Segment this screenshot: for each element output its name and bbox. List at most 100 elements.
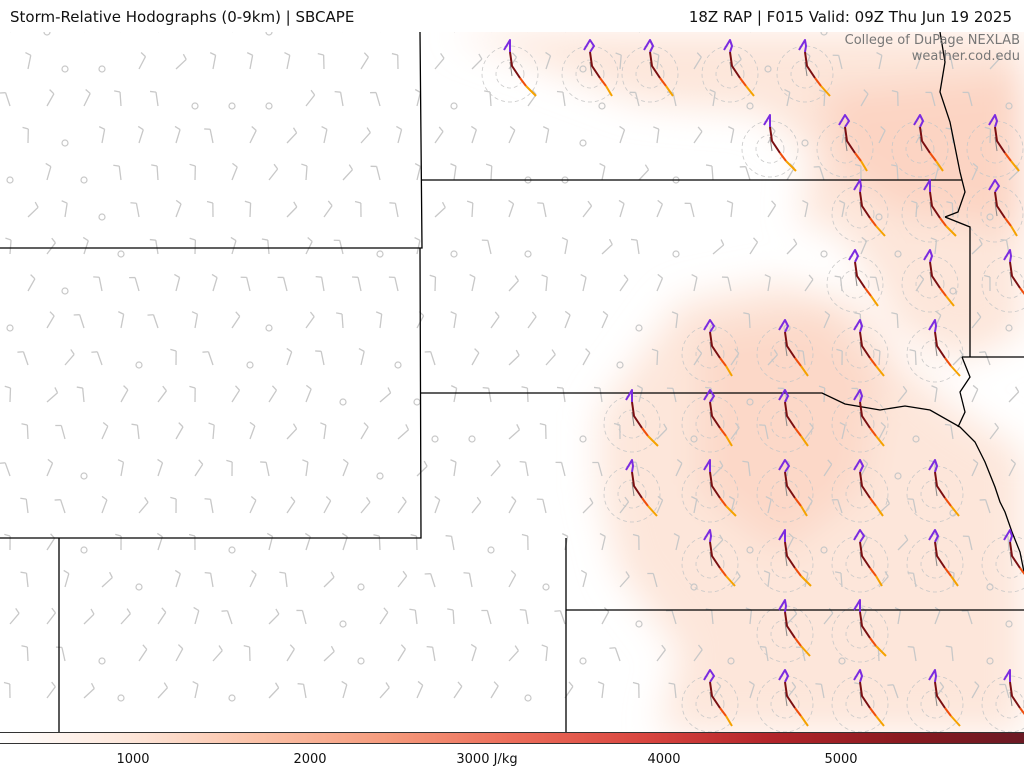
hodograph-trace bbox=[778, 599, 787, 613]
wind-barb bbox=[745, 166, 751, 181]
wind-barb bbox=[971, 463, 979, 477]
calm-wind-marker bbox=[894, 472, 902, 480]
wind-barb-flag bbox=[593, 386, 601, 389]
storm-motion-vector bbox=[729, 61, 733, 77]
hodograph-trace bbox=[944, 567, 952, 577]
wind-barb-flag bbox=[587, 200, 593, 207]
wind-barb-flag bbox=[206, 200, 213, 204]
hodograph-trace bbox=[631, 401, 643, 429]
wind-barb bbox=[25, 573, 29, 588]
wind-barb-flag bbox=[126, 608, 131, 614]
wind-barb-flag bbox=[661, 644, 666, 651]
wind-barb-flag bbox=[342, 458, 349, 464]
wind-barb-flag bbox=[824, 310, 831, 316]
wind-barb bbox=[379, 314, 383, 329]
wind-barb bbox=[249, 425, 256, 440]
wind-barb bbox=[120, 462, 125, 477]
wind-barb bbox=[434, 131, 444, 144]
hodograph-trace bbox=[709, 541, 721, 569]
wind-barb bbox=[46, 537, 56, 551]
storm-motion-vector bbox=[859, 551, 863, 567]
wind-barb-flag bbox=[771, 200, 777, 206]
wind-barb-flag bbox=[70, 349, 75, 355]
wind-barb-flag bbox=[49, 89, 55, 95]
wind-barb bbox=[804, 500, 813, 514]
wind-barb-flag bbox=[3, 681, 10, 685]
calm-wind-marker bbox=[135, 583, 143, 591]
hodograph-ring bbox=[770, 479, 800, 509]
wind-barb bbox=[971, 388, 979, 403]
wind-barb-flag bbox=[886, 498, 891, 504]
wind-barb-flag bbox=[743, 312, 750, 315]
wind-barb bbox=[490, 465, 501, 477]
hodograph-trace bbox=[709, 681, 721, 709]
wind-barb bbox=[231, 166, 238, 181]
hodograph-trace bbox=[859, 471, 871, 499]
wind-barb bbox=[804, 203, 809, 218]
wind-barb-flag bbox=[514, 645, 519, 651]
wind-barb bbox=[971, 685, 980, 699]
hodograph-ring bbox=[906, 535, 964, 593]
wind-barb bbox=[286, 132, 298, 144]
wind-barb bbox=[175, 573, 181, 588]
wind-barb bbox=[268, 613, 280, 625]
wind-barb-flag bbox=[469, 273, 476, 278]
wind-barb bbox=[934, 166, 940, 181]
wind-barb bbox=[265, 462, 270, 477]
wind-barb bbox=[545, 647, 548, 662]
wind-barb bbox=[693, 649, 703, 662]
wind-barb-flag bbox=[417, 680, 424, 686]
wind-barb bbox=[564, 240, 569, 255]
hodograph-trace bbox=[631, 471, 643, 499]
hodograph-ring bbox=[831, 465, 889, 523]
calm-wind-marker bbox=[98, 657, 106, 665]
wind-barb-flag bbox=[597, 681, 604, 685]
wind-barb-flag bbox=[30, 274, 36, 280]
hodograph-trace bbox=[869, 217, 877, 227]
hodograph-trace bbox=[1009, 541, 1021, 569]
wind-barb-flag bbox=[450, 163, 457, 167]
wind-barb bbox=[582, 277, 587, 292]
wind-barb-flag bbox=[310, 89, 316, 96]
wind-barb-flag bbox=[734, 422, 740, 429]
wind-barb bbox=[360, 351, 365, 366]
hodograph-trace bbox=[945, 225, 957, 237]
wind-barb bbox=[582, 205, 593, 218]
hodograph-trace bbox=[875, 575, 883, 587]
wind-barb bbox=[431, 647, 436, 662]
hodograph-trace bbox=[778, 669, 789, 683]
hodograph-ring bbox=[981, 535, 1024, 593]
calm-wind-marker bbox=[579, 139, 587, 147]
wind-barb-flag bbox=[676, 458, 683, 464]
hodograph-ring bbox=[816, 120, 874, 178]
calm-wind-marker bbox=[820, 546, 828, 554]
hodograph-trace bbox=[643, 39, 654, 53]
wind-barb bbox=[305, 462, 309, 477]
wind-barb bbox=[27, 55, 32, 70]
wind-barb-flag bbox=[788, 533, 794, 539]
wind-barb-flag bbox=[162, 385, 167, 392]
wind-barb bbox=[693, 352, 703, 366]
hodograph-trace bbox=[719, 707, 727, 717]
wind-barb-flag bbox=[891, 312, 898, 315]
hodograph-trace bbox=[725, 715, 733, 727]
calm-wind-marker bbox=[61, 139, 69, 147]
wind-barb-flag bbox=[891, 89, 898, 93]
wind-barb bbox=[619, 203, 625, 218]
hodograph-trace bbox=[509, 51, 521, 79]
hodograph-ring bbox=[920, 549, 950, 579]
wind-barb bbox=[823, 314, 831, 329]
wind-barb bbox=[375, 166, 381, 181]
wind-barb bbox=[508, 574, 517, 588]
wind-barb-flag bbox=[651, 348, 658, 352]
wind-barb bbox=[767, 354, 778, 366]
hodograph-trace bbox=[853, 529, 865, 543]
wind-barb-flag bbox=[20, 497, 27, 500]
hodograph-trace bbox=[929, 191, 941, 219]
colorbar-tick-3000: 3000 J/kg bbox=[456, 752, 518, 767]
wind-barb bbox=[155, 240, 159, 255]
wind-barb-flag bbox=[140, 52, 146, 58]
storm-motion-vector bbox=[859, 621, 863, 637]
wind-barb-flag bbox=[144, 497, 149, 503]
calm-wind-marker bbox=[265, 102, 273, 110]
